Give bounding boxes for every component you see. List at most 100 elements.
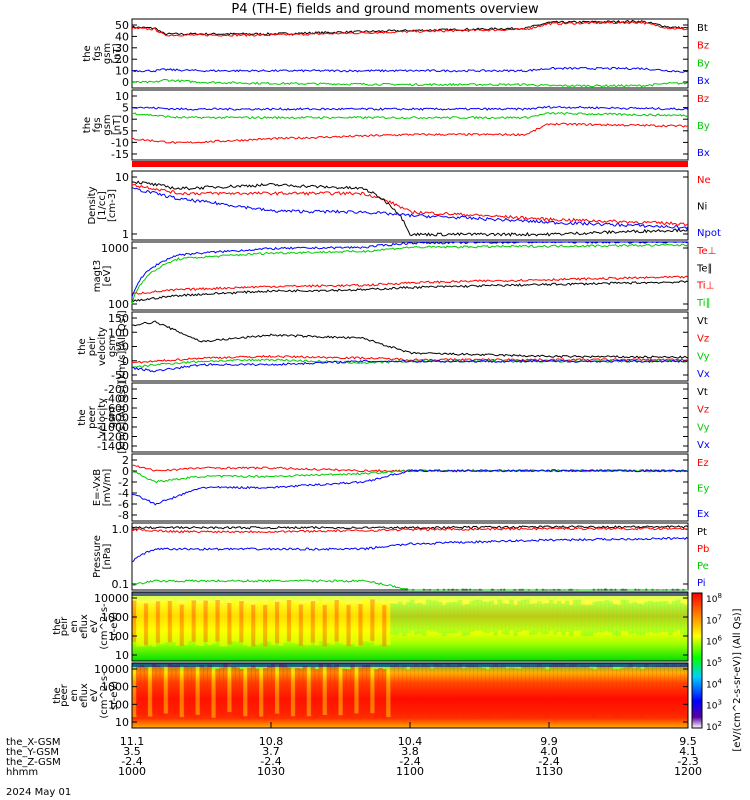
peer_v-frame: [131, 382, 689, 453]
peir_v-ylabel: [km/s](All Qs)]: [117, 310, 128, 382]
x-tick-label: 3.7: [262, 745, 280, 758]
peir_v-legend-Vy: Vy: [697, 351, 710, 362]
density-ytick: 1: [122, 228, 129, 241]
density-legend-Ni: Ni: [697, 202, 707, 213]
fgs1-ytick: 10: [115, 65, 129, 78]
x-tick-label: 4.1: [679, 745, 697, 758]
figure-title: P4 (TH-E) fields and ground moments over…: [231, 2, 539, 17]
peir_eflux-ylabel: (cm^2-s-: [99, 603, 110, 650]
fgs2-ytick: 10: [115, 90, 129, 103]
density-ylabel: Density: [87, 186, 98, 224]
pressure-series-Pe: [132, 579, 688, 591]
x-tick-label: 10.4: [398, 735, 423, 748]
peir_eflux-ylabel: peir: [59, 616, 70, 636]
fgs2-ytick: -15: [111, 148, 129, 161]
fgs2-legend-Bx: Bx: [697, 148, 710, 159]
density-series-Npot: [131, 187, 689, 230]
vxb-ytick: 2: [122, 454, 129, 467]
x-tick-label: 10.8: [259, 735, 284, 748]
vxb-legend-Ez: Ez: [697, 458, 709, 469]
fgs2-ytick: 0: [122, 113, 129, 126]
pressure-legend-Pe: Pe: [697, 561, 709, 572]
temp-legend-Te⊥: Te⊥: [696, 246, 716, 257]
temp-legend-Ti⊥: Ti⊥: [696, 281, 714, 292]
fgs1-series-Bz: [131, 21, 689, 37]
date-label: 2024 May 01: [6, 787, 71, 798]
colorbar-tick: 102: [706, 720, 722, 733]
x-tick-label: -2.4: [399, 755, 420, 768]
vxb-ylabel: [mV/m]: [102, 469, 113, 507]
peir_v-frame: [131, 311, 689, 382]
fgs1-legend-Bz: Bz: [697, 41, 709, 52]
pressure-legend-Pt: Pt: [697, 527, 707, 538]
peer_eflux-ytick: 100: [108, 698, 129, 711]
density-legend-Npot: Npot: [697, 228, 721, 239]
density-series-Ne: [132, 183, 689, 226]
fgs1-ytick: 20: [115, 53, 129, 66]
colorbar-tick: 103: [706, 699, 722, 712]
peir_eflux-ylabel: eV: [89, 620, 100, 633]
peir_eflux-ylabel: sr-eV): [109, 612, 120, 641]
colorbar-tick: 105: [706, 656, 722, 669]
x-row-label: hhmm: [6, 767, 38, 778]
peer_v-legend-Vt: Vt: [697, 387, 708, 398]
temp-series-Ti_perp: [131, 241, 689, 298]
fgs2-ylabel: the: [82, 117, 93, 133]
fgs2-ytick: 5: [122, 102, 129, 115]
x-tick-label: 9.5: [679, 735, 697, 748]
peer_v-ylabel: peer: [87, 405, 98, 429]
vxb-ytick: 0: [122, 465, 129, 478]
vxb-legend-Ex: Ex: [697, 509, 709, 520]
x-row-label: the_Y-GSM: [6, 747, 59, 758]
temp-ytick: 1000: [101, 242, 129, 255]
fgs1-ylabel: the: [82, 45, 93, 61]
vxb-series-Ex: [131, 469, 689, 506]
x-row-label: the_X-GSM: [6, 737, 60, 748]
peir_v-ytick: 100: [108, 326, 129, 339]
temp-legend-Ti∥: Ti∥: [696, 298, 711, 309]
fgs1-legend-By: By: [697, 58, 710, 69]
colorbar-tick: 107: [706, 613, 722, 626]
colorbar-tick: 106: [706, 635, 722, 648]
colorbar-tick: 104: [706, 677, 722, 690]
x-tick-label: 9.9: [540, 735, 558, 748]
peer_eflux-ylabel: sr-eV): [109, 681, 120, 710]
temp-series-Te_perp: [131, 275, 689, 295]
peir_v-ytick: 0: [122, 355, 129, 368]
temp-frame: [131, 241, 689, 311]
peer_v-ytick: -600: [104, 402, 129, 415]
fgs1-series-Bt: [131, 19, 689, 36]
density-series-Ni: [131, 180, 689, 237]
x-tick-label: -2.4: [121, 755, 142, 768]
x-tick-label: 3.5: [123, 745, 141, 758]
x-tick-label: -2.3: [677, 755, 698, 768]
density-frame: [131, 170, 689, 241]
peer_v-ytick: -200: [104, 383, 129, 396]
peir_v-ylabel: the: [77, 338, 88, 354]
vxb-ytick: -2: [118, 476, 129, 489]
fgs1-ytick: 0: [122, 76, 129, 89]
peer_v-legend-Vx: Vx: [697, 440, 710, 451]
peer_v-ylabel: [km/s](All Qs)]: [117, 381, 128, 453]
fgs1-ylabel: gsm: [102, 43, 113, 64]
peir_eflux-spectrogram-stripes: [132, 599, 689, 647]
pressure-ytick: 0.1: [112, 578, 130, 591]
fgs1-legend-Bx: Bx: [697, 76, 710, 87]
peer_v-ylabel: the: [77, 409, 88, 425]
peir_v-ylabel: peir: [87, 336, 98, 356]
density-ytick: 10: [115, 171, 129, 184]
peer_eflux-ylabel: en: [69, 689, 80, 702]
x-tick-label: 1030: [257, 765, 285, 778]
peer_eflux-top-band: [132, 663, 688, 667]
temp-ylabel: [eV]: [102, 266, 113, 287]
fgs2-series-Bx: [131, 105, 689, 111]
peir_v-ylabel: velocity: [97, 327, 108, 366]
x-tick-label: 1000: [118, 765, 146, 778]
peir_v-ytick: -50: [111, 369, 129, 382]
colorbar-tick: 108: [706, 592, 722, 605]
density-ylabel: [cm-3]: [107, 189, 118, 222]
peer_eflux-ytick: 1000: [101, 681, 129, 694]
peer_v-ylabel: gsm: [107, 407, 118, 428]
peer_eflux-ylabel: peer: [59, 683, 70, 707]
